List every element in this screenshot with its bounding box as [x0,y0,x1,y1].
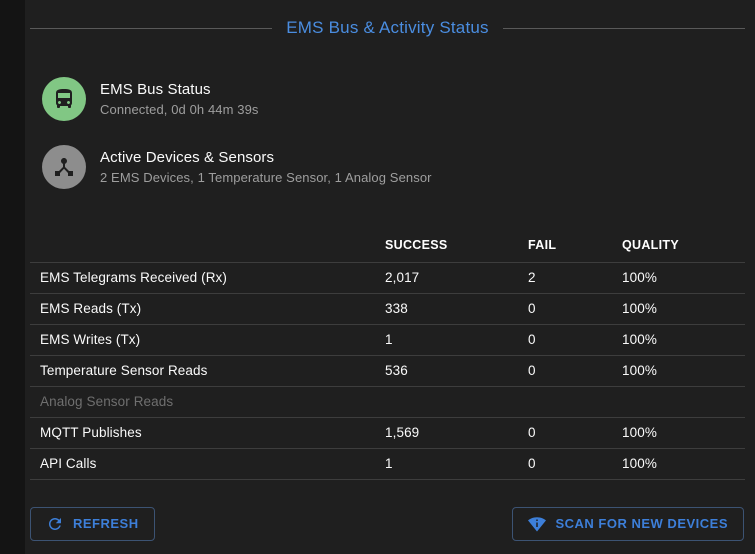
table-row: EMS Telegrams Received (Rx) 2,017 2 100% [30,262,745,293]
header-quality: QUALITY [622,237,679,252]
row-quality: 100% [622,332,657,347]
row-label: EMS Reads (Tx) [40,301,142,316]
activity-table: SUCCESS FAIL QUALITY EMS Telegrams Recei… [30,228,745,480]
scan-button-label: SCAN FOR NEW DEVICES [555,516,728,531]
row-success: 1 [385,456,393,471]
device-hub-icon [42,145,86,189]
row-success: 2,017 [385,270,420,285]
row-fail: 0 [528,301,536,316]
row-success [385,386,528,417]
row-fail: 2 [528,270,536,285]
row-label: MQTT Publishes [40,425,142,440]
ems-bus-status-title: EMS Bus Status [100,81,211,98]
row-quality: 100% [622,425,657,440]
active-devices-title: Active Devices & Sensors [100,149,275,166]
row-quality: 100% [622,363,657,378]
row-fail: 0 [528,332,536,347]
active-devices-text: Active Devices & Sensors 2 EMS Devices, … [100,149,432,185]
table-row: API Calls 1 0 100% [30,448,745,479]
page-title: EMS Bus & Activity Status [286,18,489,37]
row-quality: 100% [622,301,657,316]
table-row: EMS Writes (Tx) 1 0 100% [30,324,745,355]
row-label: API Calls [40,456,97,471]
row-fail [528,386,622,417]
table-row: Temperature Sensor Reads 536 0 100% [30,355,745,386]
ems-bus-status-subtitle: Connected, 0d 0h 44m 39s [100,102,259,117]
scan-for-new-devices-button[interactable]: SCAN FOR NEW DEVICES [512,506,744,541]
row-success: 1,569 [385,425,420,440]
row-label: Temperature Sensor Reads [40,363,208,378]
row-success: 1 [385,332,393,347]
row-label: EMS Telegrams Received (Rx) [40,270,228,285]
ems-bus-status-item: EMS Bus Status Connected, 0d 0h 44m 39s [30,77,745,121]
row-fail: 0 [528,456,536,471]
table-row: MQTT Publishes 1,569 0 100% [30,417,745,448]
card-title-row: EMS Bus & Activity Status [30,0,745,39]
title-divider-left [30,27,273,29]
footer-actions: REFRESH SCAN FOR NEW DEVICES [30,506,745,541]
row-quality: 100% [622,456,657,471]
refresh-icon [49,517,61,530]
bus-icon [42,77,86,121]
table-row: EMS Reads (Tx) 338 0 100% [30,293,745,324]
refresh-button-label: REFRESH [73,516,139,531]
title-divider-right [502,27,745,29]
row-quality: 100% [622,270,657,285]
active-devices-subtitle: 2 EMS Devices, 1 Temperature Sensor, 1 A… [100,170,432,185]
row-success: 338 [385,301,408,316]
table-row-disabled: Analog Sensor Reads [30,386,745,417]
table-header-row: SUCCESS FAIL QUALITY [30,228,745,262]
row-fail: 0 [528,425,536,440]
scan-wifi-icon [528,516,547,531]
refresh-button[interactable]: REFRESH [30,506,155,541]
header-label [30,228,385,262]
row-success: 536 [385,363,408,378]
page-background-strip [0,0,25,554]
status-list: EMS Bus Status Connected, 0d 0h 44m 39s … [30,77,745,189]
active-devices-item: Active Devices & Sensors 2 EMS Devices, … [30,145,745,189]
row-label: Analog Sensor Reads [40,394,174,409]
row-quality [622,386,745,417]
ems-bus-status-text: EMS Bus Status Connected, 0d 0h 44m 39s [100,81,259,117]
row-label: EMS Writes (Tx) [40,332,141,347]
header-success: SUCCESS [385,237,448,252]
row-fail: 0 [528,363,536,378]
header-fail: FAIL [528,237,557,252]
ems-status-card: EMS Bus & Activity Status EMS Bus Status… [25,0,755,554]
